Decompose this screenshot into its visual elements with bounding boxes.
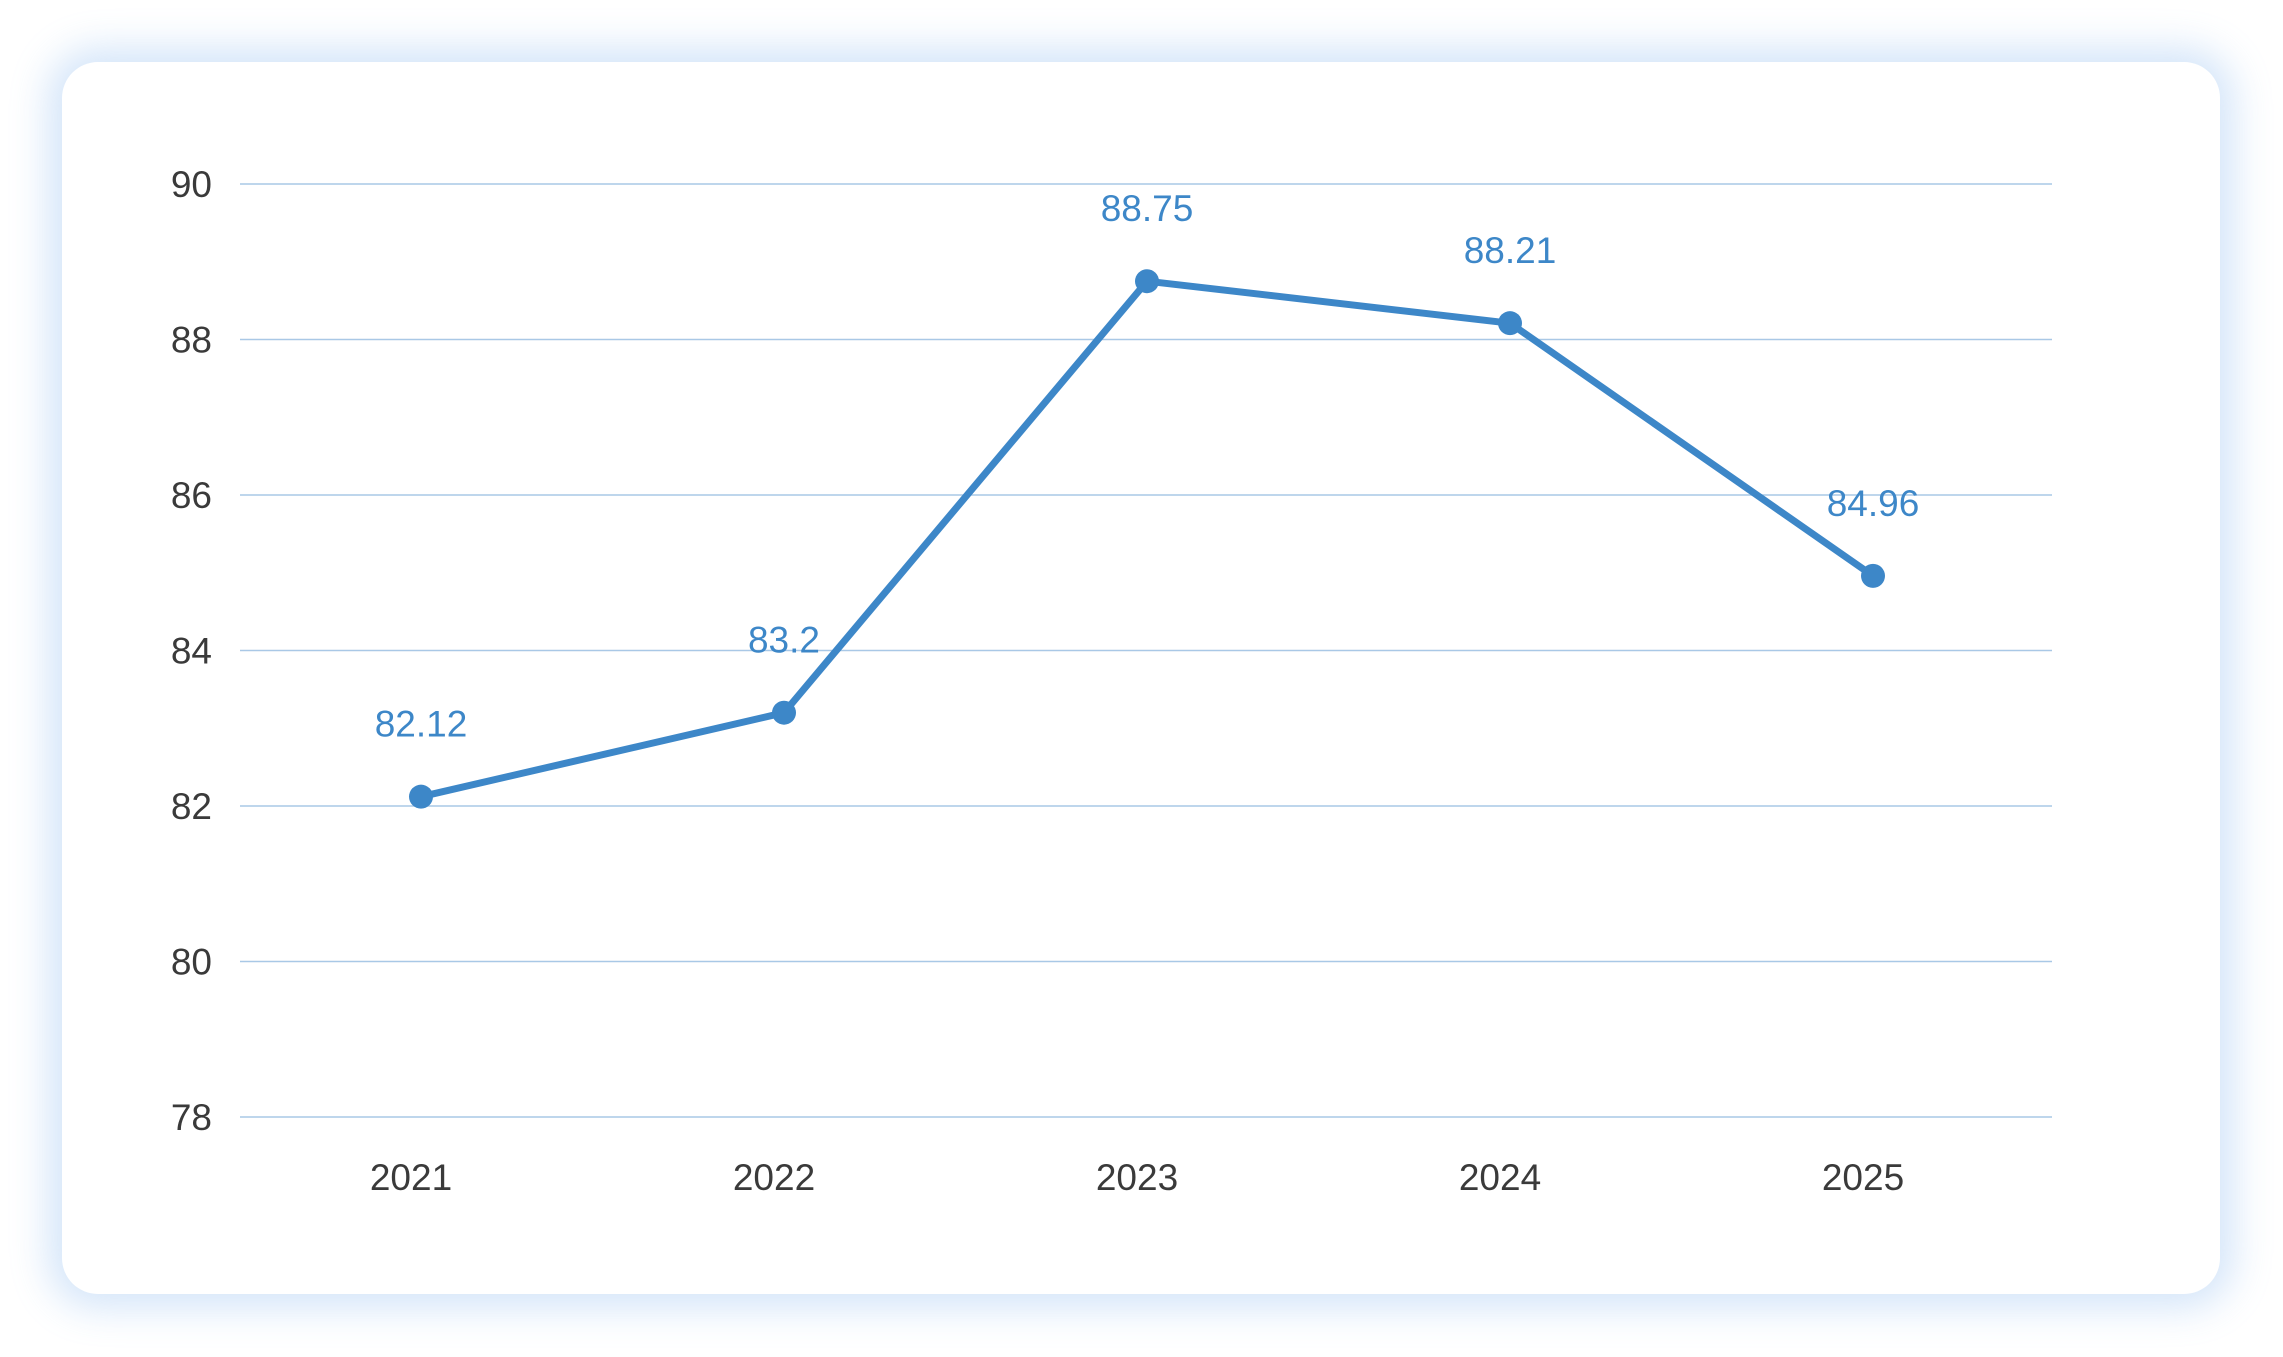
data-label: 84.96 [1827, 483, 1920, 524]
data-labels: 82.12 83.2 88.75 88.21 84.96 [375, 188, 1920, 744]
y-tick-label: 88 [171, 320, 212, 361]
data-point [772, 700, 796, 725]
gridlines [240, 183, 2052, 1118]
x-axis-ticks: 2021 2022 2023 2024 2025 [370, 1157, 1904, 1198]
chart-card [62, 62, 2220, 1294]
x-tick-label: 2025 [1822, 1157, 1904, 1198]
y-tick-label: 86 [171, 475, 212, 516]
x-tick-label: 2022 [733, 1157, 815, 1198]
y-axis-ticks: 78 80 82 84 86 88 90 [171, 164, 212, 1138]
data-label: 88.21 [1464, 230, 1557, 271]
data-label: 88.75 [1101, 188, 1194, 229]
data-points [409, 269, 1885, 809]
x-tick-label: 2024 [1459, 1157, 1541, 1198]
data-point [409, 784, 433, 809]
data-point [1498, 311, 1522, 336]
data-label: 83.2 [748, 620, 820, 661]
series-line [417, 277, 1877, 801]
y-tick-label: 84 [171, 631, 212, 672]
y-tick-label: 78 [171, 1097, 212, 1138]
y-tick-label: 80 [171, 942, 212, 983]
y-tick-label: 82 [171, 786, 212, 827]
data-label: 82.12 [375, 704, 468, 745]
series-polyline [417, 277, 1877, 801]
x-tick-label: 2023 [1096, 1157, 1178, 1198]
data-point [1135, 269, 1159, 294]
y-tick-label: 90 [171, 164, 212, 205]
x-tick-label: 2021 [370, 1157, 452, 1198]
data-point [1861, 563, 1885, 588]
